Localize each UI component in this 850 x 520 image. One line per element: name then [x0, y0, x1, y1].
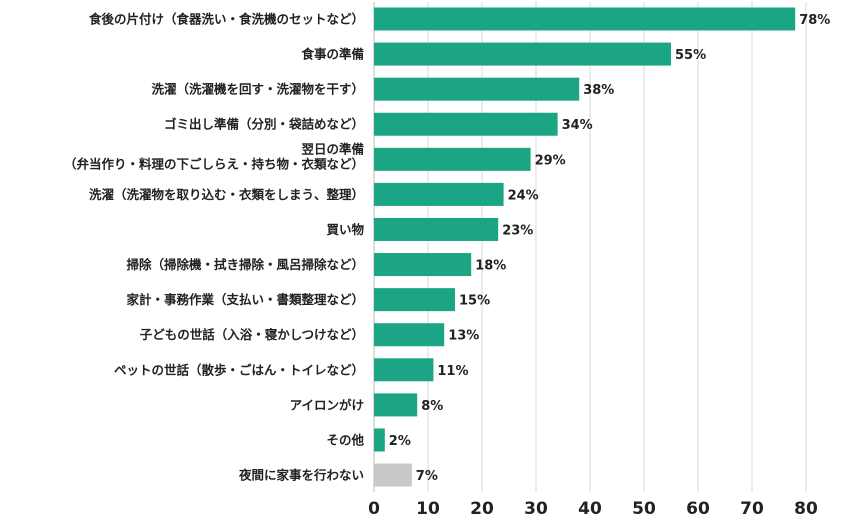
- category-label: 洗濯（洗濯機を回す・洗濯物を干す）: [151, 82, 364, 97]
- bar: [374, 323, 445, 347]
- x-tick-label: 60: [686, 499, 710, 519]
- data-label: 34%: [562, 118, 593, 133]
- bar: [374, 463, 412, 487]
- category-label: その他: [326, 432, 364, 447]
- category-label: ゴミ出し準備（分別・袋詰めなど）: [164, 117, 364, 132]
- bar: [374, 217, 499, 241]
- category-label: 洗濯（洗濯物を取り込む・衣類をしまう、整理）: [89, 187, 364, 202]
- data-label: 2%: [389, 434, 411, 449]
- data-label: 15%: [459, 294, 490, 309]
- data-label: 23%: [502, 223, 533, 238]
- category-label: 子どもの世話（入浴・寝かしつけなど）: [140, 327, 364, 342]
- x-tick-label: 40: [578, 499, 602, 519]
- category-label: 夜間に家事を行わない: [238, 468, 364, 483]
- data-label: 7%: [416, 469, 438, 484]
- x-tick-label: 80: [794, 499, 818, 519]
- bar: [374, 147, 531, 171]
- x-tick-label: 50: [632, 499, 656, 519]
- x-tick-label: 20: [470, 499, 494, 519]
- category-label: 食事の準備: [300, 47, 364, 62]
- data-label: 55%: [675, 48, 706, 63]
- data-label: 18%: [475, 259, 506, 274]
- bar: [374, 358, 434, 382]
- category-label: 掃除（掃除機・拭き掃除・風呂掃除など）: [126, 257, 364, 272]
- bar: [374, 393, 418, 417]
- bar: [374, 77, 580, 101]
- bar: [374, 7, 796, 31]
- data-label: 38%: [583, 83, 614, 98]
- category-label: 買い物: [326, 222, 364, 237]
- data-label: 78%: [799, 13, 830, 28]
- category-label: 家計・事務作業（支払い・書類整理など）: [126, 292, 364, 307]
- category-label: （弁当作り・料理の下ごしらえ・持ち物・衣類など）: [64, 156, 364, 171]
- bar: [374, 288, 455, 312]
- bar: [374, 42, 671, 66]
- x-tick-label: 10: [416, 499, 440, 519]
- category-label: 翌日の準備: [301, 141, 364, 156]
- data-label: 29%: [535, 153, 566, 168]
- x-tick-label: 70: [740, 499, 764, 519]
- data-label: 24%: [508, 188, 539, 203]
- data-label: 8%: [421, 399, 443, 414]
- data-label: 11%: [437, 364, 468, 379]
- category-label: アイロンがけ: [290, 397, 364, 412]
- category-label: ペットの世話（散歩・ごはん・トイレなど）: [114, 362, 364, 377]
- x-tick-label: 0: [368, 499, 380, 519]
- data-label: 13%: [448, 329, 479, 344]
- bar: [374, 253, 472, 277]
- bar: [374, 428, 385, 452]
- bar: [374, 182, 504, 206]
- category-label: 食後の片付け（食器洗い・食洗機のセットなど）: [88, 12, 364, 27]
- bar: [374, 112, 558, 136]
- x-tick-label: 30: [524, 499, 548, 519]
